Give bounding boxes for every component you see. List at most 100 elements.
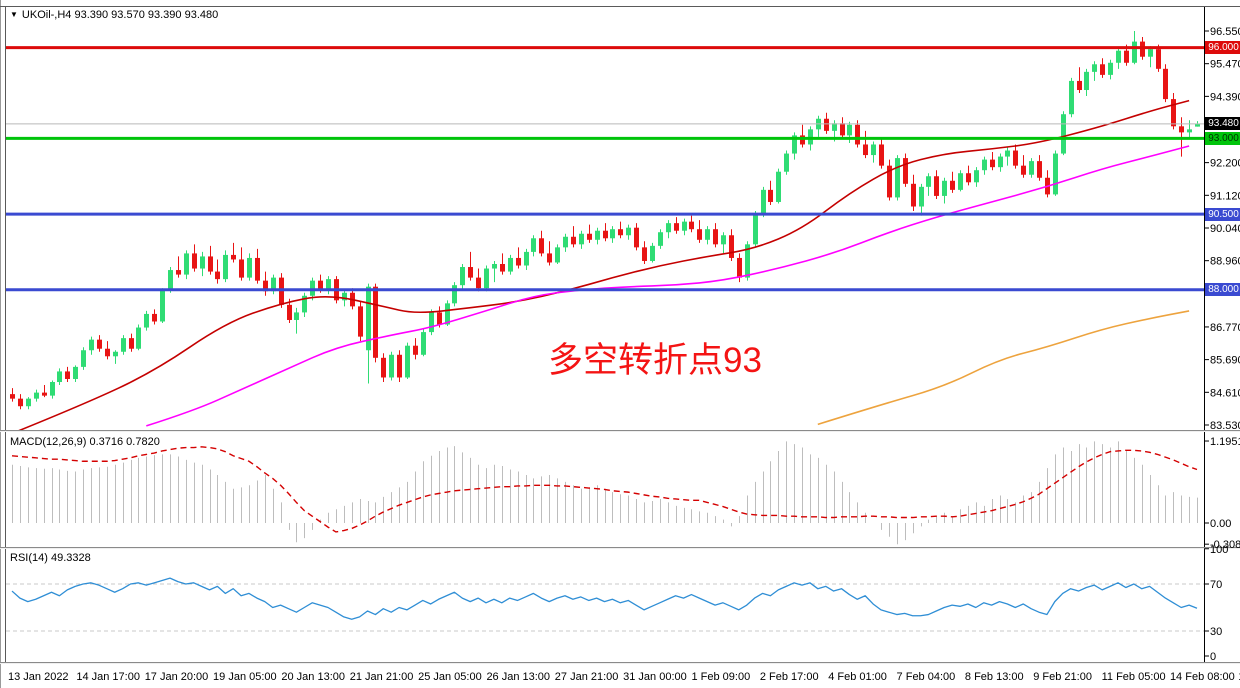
axis-tick-label: -0.3087 — [1210, 539, 1240, 551]
bull-candle-body — [808, 129, 813, 145]
symbol-dropdown-icon[interactable]: ▼ — [10, 10, 18, 19]
axis-tick-label: 70 — [1210, 579, 1222, 591]
bull-candle-body — [81, 350, 86, 367]
bull-candle-body — [998, 156, 1003, 168]
bear-candle-body — [97, 339, 102, 349]
bear-candle-body — [855, 124, 860, 145]
time-axis-label: 25 Jan 05:00 — [418, 671, 482, 683]
bull-candle-body — [200, 256, 205, 269]
bull-candle-body — [508, 257, 513, 272]
bull-candle-body — [34, 392, 39, 399]
bear-candle-body — [903, 158, 908, 184]
ma-slow-orange-line — [817, 310, 1190, 426]
macd-signal — [11, 446, 1198, 533]
time-axis-label: 9 Feb 21:00 — [1033, 671, 1092, 683]
bull-candle-body — [271, 277, 276, 292]
bull-candle-body — [184, 253, 189, 275]
time-axis-label: 11 Feb 05:00 — [1102, 671, 1166, 683]
bull-candle-body — [302, 295, 307, 313]
bear-candle-body — [1163, 68, 1168, 100]
bear-candle-body — [1037, 161, 1042, 178]
ma-mid-magenta-line — [146, 145, 1190, 427]
bear-candle-body — [1124, 50, 1129, 63]
axis-tick-label: 1.1951 — [1210, 436, 1240, 448]
bull-candle-body — [784, 153, 789, 172]
bull-candle-body — [429, 312, 434, 333]
bull-candle-body — [1053, 153, 1058, 195]
bear-candle-body — [1156, 49, 1161, 69]
time-axis-label: 13 Jan 2022 — [8, 671, 69, 683]
bear-candle-body — [152, 313, 157, 322]
bull-candle-body — [168, 270, 173, 290]
bull-candle-body — [144, 313, 149, 328]
bear-candle-body — [934, 176, 939, 196]
bull-candle-body — [1069, 80, 1074, 115]
bull-candle-body — [342, 292, 347, 301]
axis-tick-label: 95.470 — [1210, 59, 1240, 71]
time-axis-label: 14 Feb 08:00 — [1170, 671, 1235, 683]
horizontal-line-objects[interactable] — [6, 46, 1204, 292]
rsi-series — [11, 577, 1198, 620]
bull-candle-body — [832, 123, 837, 131]
macd-signal-line — [11, 446, 1198, 533]
bull-candle-body — [89, 339, 94, 351]
time-axis-label: 17 Jan 20:00 — [145, 671, 209, 683]
ma-fast-red-line — [18, 99, 1190, 430]
bull-candle-body — [57, 371, 62, 383]
bear-candle-body — [863, 144, 868, 156]
bull-candle-body — [389, 354, 394, 378]
bull-candle-body — [1084, 71, 1089, 91]
bear-candle-body — [129, 338, 134, 349]
bear-candle-body — [674, 223, 679, 231]
bear-candle-body — [990, 159, 995, 168]
bear-candle-body — [911, 183, 916, 207]
bear-candle-body — [413, 345, 418, 355]
bull-candle-body — [610, 229, 615, 239]
rsi-line — [11, 577, 1198, 620]
bear-candle-body — [618, 229, 623, 236]
bull-candle-body — [73, 366, 78, 379]
bear-candle-body — [18, 398, 23, 407]
bull-candle-body — [531, 238, 536, 252]
bull-candle-body — [721, 235, 726, 245]
time-axis-label: 8 Feb 13:00 — [965, 671, 1024, 683]
bear-candle-body — [192, 253, 197, 269]
bull-candle-body — [705, 229, 710, 240]
time-axis[interactable]: 13 Jan 2022 14 Jan 17:00 17 Jan 20:00 19 Ja… — [8, 671, 1240, 683]
bear-candle-body — [697, 229, 702, 240]
bear-candle-body — [215, 271, 220, 280]
bull-candle-body — [745, 244, 750, 278]
bull-candle-body — [761, 189, 766, 215]
bull-candle-body — [753, 214, 758, 245]
bull-candle-body — [366, 286, 371, 351]
ma-slow-orange-line — [817, 310, 1190, 426]
axis-tick-label: 92.200 — [1210, 158, 1240, 170]
bear-candle-body — [840, 123, 845, 136]
time-axis-label: 31 Jan 00:00 — [623, 671, 687, 683]
axis-tick-label: 85.690 — [1210, 355, 1240, 367]
bull-candle-body — [223, 254, 228, 280]
bull-candle-body — [682, 221, 687, 231]
bear-candle-body — [737, 257, 742, 278]
chart-title-bar: ▼ UKOil-,H4 93.390 93.570 93.390 93.480 — [10, 9, 218, 21]
bull-candle-body — [484, 268, 489, 289]
bull-candle-body — [1005, 150, 1010, 157]
bear-candle-body — [689, 221, 694, 230]
axis-tick-label: 91.120 — [1210, 190, 1240, 202]
bull-candle-body — [792, 135, 797, 154]
bull-candle-body — [974, 170, 979, 183]
bull-candle-body — [460, 267, 465, 286]
price-axis[interactable]: 96.550 95.470 94.390 92.200 91.120 90.040 88.9… — [1204, 26, 1240, 663]
bull-candle-body — [50, 382, 55, 396]
axis-tick-label: 30 — [1210, 626, 1222, 638]
bear-candle-body — [176, 270, 181, 275]
bear-candle-body — [642, 247, 647, 261]
bear-candle-body — [1013, 150, 1018, 166]
bear-candle-body — [634, 227, 639, 248]
bull-candle-body — [247, 257, 252, 278]
bull-candle-body — [650, 245, 655, 261]
bull-candle-body — [113, 351, 118, 357]
bear-candle-body — [800, 135, 805, 145]
